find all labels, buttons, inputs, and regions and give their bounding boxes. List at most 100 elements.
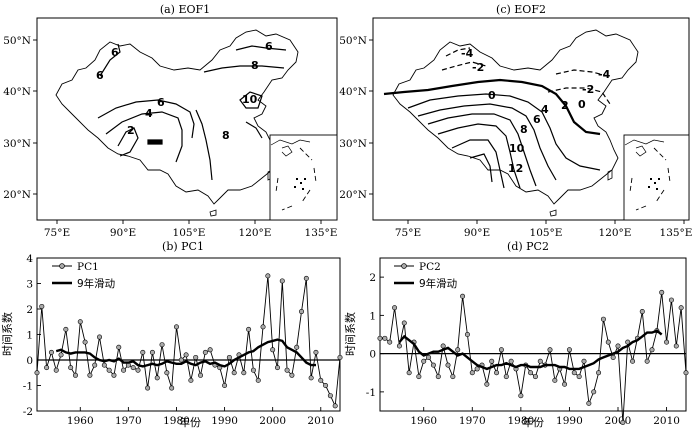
data-point [250, 367, 256, 373]
xtick-label: 1990 [211, 415, 238, 427]
ytick-label: -1 [23, 381, 33, 393]
data-point [303, 275, 309, 281]
contour-labels-eof2: -4 -2 0 -4 -2 0 2 4 6 8 10 12 [461, 47, 611, 175]
data-point [625, 339, 631, 345]
data-point [571, 370, 577, 376]
data-point [72, 372, 78, 378]
data-point [581, 358, 587, 364]
contour-label-eof2-12: 12 [508, 162, 523, 175]
data-point [231, 370, 237, 376]
ytick-label: 50°N [3, 35, 31, 47]
data-point [87, 372, 93, 378]
scs-boundary-eof2 [629, 147, 671, 211]
data-point [630, 358, 636, 364]
xtick-label: 1960 [67, 415, 94, 427]
data-point [246, 326, 252, 332]
data-point [678, 305, 684, 311]
contour-label-eof1-9: 8 [222, 129, 230, 142]
ytick-label: 30°N [3, 138, 31, 150]
data-point [294, 344, 300, 350]
data-point [406, 370, 412, 376]
data-point [332, 403, 338, 409]
legend-label-smooth-pc2: 9年滑动 [419, 277, 457, 290]
data-point [673, 343, 679, 349]
contour-label-eof1-2: 6 [96, 69, 104, 82]
xtick-label: 2010 [653, 415, 680, 427]
data-point [53, 367, 59, 373]
data-point [169, 385, 175, 391]
island-b [209, 209, 217, 217]
contour-eof2-6 [427, 113, 537, 187]
scs-islands-eof2 [648, 178, 660, 190]
scs-inset-frame-eof2 [623, 134, 690, 221]
data-point [255, 377, 261, 383]
data-point [639, 309, 645, 315]
xtick-label: 1990 [556, 415, 583, 427]
data-point [566, 347, 572, 353]
data-point [498, 347, 504, 353]
data-point [308, 375, 314, 381]
contour-eof2-4 [417, 103, 557, 181]
contour-eof1-6-west [99, 43, 121, 77]
data-point [279, 278, 285, 284]
pc2-series-points [377, 289, 689, 425]
xtick-label: 90°E [110, 227, 136, 239]
legend-marker-pc2 [401, 263, 407, 269]
xtick-label: 1970 [459, 415, 486, 427]
data-point [289, 372, 295, 378]
xtick-label: 135°E [660, 227, 693, 239]
axis-ticks-pc1: 1960 1970 1980 1990 2000 2010 -2 -1 0 1 2 3 4 [23, 253, 334, 427]
contour-eof1-4-central [105, 111, 183, 163]
contour-label-eof1-3: 6 [265, 40, 273, 53]
data-point [183, 352, 189, 358]
ytick-label: 1 [26, 330, 33, 342]
legend-label-pc2: PC2 [419, 261, 441, 273]
data-point [377, 335, 383, 341]
legend-marker-pc1 [59, 263, 65, 269]
xtick-label: 1980 [507, 415, 534, 427]
scs-coast-eof1 [270, 139, 311, 157]
pc2-series-line [380, 292, 687, 423]
data-point [382, 335, 388, 341]
data-point [106, 367, 112, 373]
data-point [547, 347, 553, 353]
data-point [396, 343, 402, 349]
data-point [591, 389, 597, 395]
data-point [337, 354, 343, 360]
data-point [92, 362, 98, 368]
data-point [562, 381, 568, 387]
xtick-label: 75°E [395, 227, 421, 239]
contour-labels-eof1: 6 6 6 8 10 6 4 2 8 [96, 40, 273, 142]
axis-ticks-eof1 [33, 39, 322, 224]
data-point [58, 352, 64, 358]
data-point [430, 362, 436, 368]
contour-eof1-2-south [117, 127, 139, 157]
data-point [532, 374, 538, 380]
data-point [489, 358, 495, 364]
data-point [445, 362, 451, 368]
contour-label-eof2-3: 0 [488, 89, 496, 102]
data-point [416, 374, 422, 380]
xtick-label: 120°E [239, 227, 272, 239]
xtick-label: 2000 [259, 415, 286, 427]
data-point [68, 365, 74, 371]
data-point [600, 316, 606, 322]
contour-label-eof1-4: 8 [251, 59, 259, 72]
data-point [435, 374, 441, 380]
data-point [154, 375, 160, 381]
data-point [586, 400, 592, 406]
xtick-labels-eof1: 75°E 90°E 105°E 120°E 135°E [44, 227, 338, 239]
data-point [649, 347, 655, 353]
line-panel-pc1: (b) PC1 1960 1970 1980 1990 2000 2010 -2 -1 0 1 2 3… [1, 240, 343, 429]
xtick-label: 2010 [307, 415, 334, 427]
map-frame-eof2 [372, 17, 690, 221]
xtick-label: 90°E [464, 227, 490, 239]
data-point [615, 343, 621, 349]
xtick-label: 1960 [410, 415, 437, 427]
ytick-label: -2 [23, 406, 33, 418]
data-point [605, 339, 611, 345]
contour-label-eof1-1: 6 [111, 46, 119, 59]
data-point [121, 367, 127, 373]
contour-eof2-minus4-east [555, 69, 609, 77]
blob-eof1 [147, 139, 163, 145]
